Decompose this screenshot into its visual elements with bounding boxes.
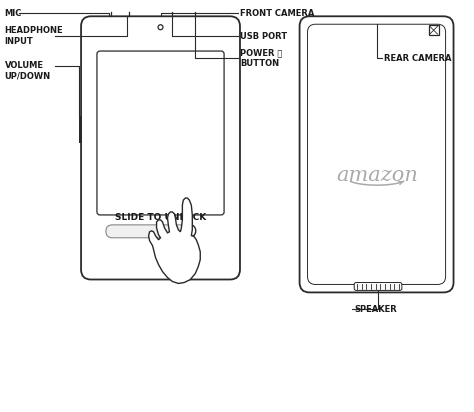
Text: HEADPHONE
INPUT: HEADPHONE INPUT (5, 26, 63, 46)
Text: VOLUME
UP/DOWN: VOLUME UP/DOWN (5, 61, 51, 81)
FancyBboxPatch shape (81, 16, 240, 279)
Polygon shape (149, 198, 200, 283)
Bar (428, 25, 438, 35)
FancyBboxPatch shape (97, 51, 224, 215)
Circle shape (183, 225, 196, 237)
Text: MIC: MIC (5, 9, 22, 18)
Text: SPEAKER: SPEAKER (354, 305, 397, 314)
Text: 🔓: 🔓 (161, 229, 164, 234)
Text: amazon: amazon (336, 166, 418, 185)
FancyBboxPatch shape (354, 283, 402, 290)
FancyBboxPatch shape (300, 16, 454, 293)
Text: REAR CAMERA: REAR CAMERA (384, 54, 452, 63)
FancyBboxPatch shape (106, 225, 195, 238)
Text: SLIDE TO UNLOCK: SLIDE TO UNLOCK (115, 213, 206, 222)
Text: USB PORT: USB PORT (240, 32, 287, 41)
Text: FRONT CAMERA: FRONT CAMERA (240, 9, 314, 18)
FancyBboxPatch shape (308, 24, 446, 284)
Bar (79, 116, 82, 143)
Text: POWER ⓘ
BUTTON: POWER ⓘ BUTTON (240, 48, 283, 68)
